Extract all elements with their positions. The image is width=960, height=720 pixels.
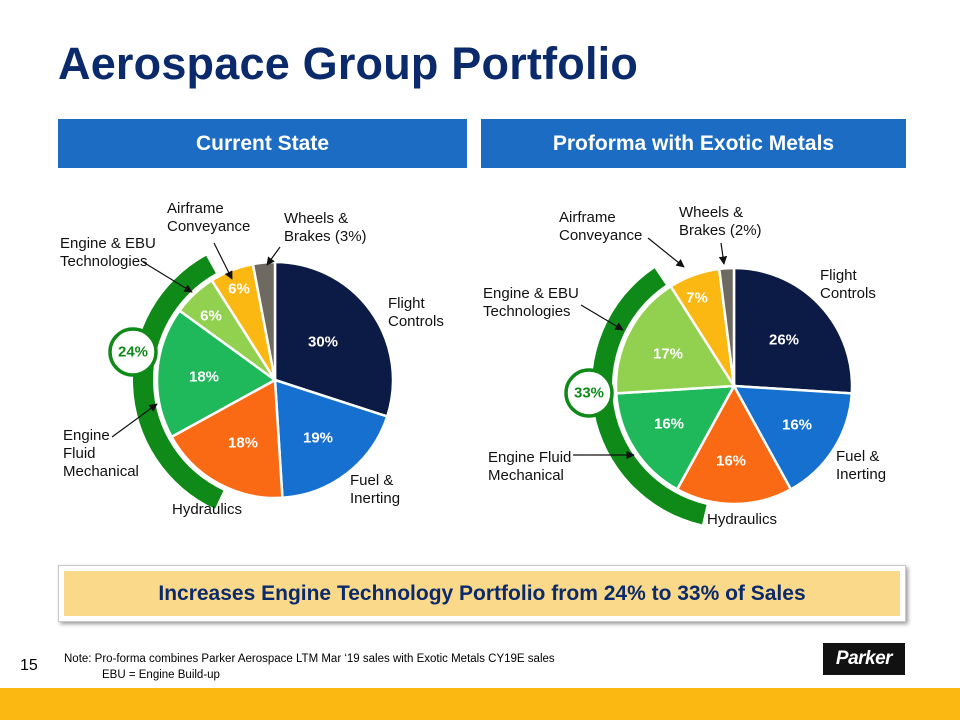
slice-category-label: Wheels & Brakes (3%) [284, 210, 367, 245]
pie-chart-2: 26% 16% 16% 16% 17% 7% Flight Controls Fuel & Ine… [483, 204, 886, 528]
slice-category-label: Wheels & Brakes (2%) [679, 204, 762, 239]
leader-arrow [111, 403, 158, 438]
footnote: Note: Pro-forma combines Parker Aerospac… [64, 651, 555, 683]
slice-category-label: Engine Fluid Mechanical [488, 449, 571, 484]
pie-slice-hydraulics [169, 377, 284, 500]
engine-technology-arc [132, 255, 224, 509]
slice-category-label: Flight Controls [388, 295, 444, 330]
slice-value-label: 16% [716, 453, 746, 470]
slice-category-label: Fuel & Inerting [350, 472, 400, 507]
slice-category-label: Engine & EBU Technologies [60, 235, 156, 270]
slice-value-label: 17% [653, 346, 683, 363]
slice-value-label: 18% [189, 369, 219, 386]
proforma-header: Proforma with Exotic Metals [481, 119, 906, 168]
leader-arrow [647, 237, 685, 268]
leader-arrow [580, 304, 624, 331]
slice-category-label: Engine Fluid Mechanical [63, 427, 139, 480]
slice-category-label: Airframe Conveyance [559, 209, 642, 244]
pie-chart-1: 30% 19% 18% 18% 6% 6% Flight Controls Fuel & Iner… [60, 200, 444, 518]
slice-value-label: 26% [769, 332, 799, 349]
footnote-line-1: Note: Pro-forma combines Parker Aerospac… [64, 653, 555, 665]
engine-total-badge [564, 368, 614, 418]
footer-bar [0, 688, 960, 720]
leader-arrow [213, 242, 233, 280]
pie-slice-fuel-and-inerting [731, 384, 854, 492]
slice-category-label: Engine & EBU Technologies [483, 285, 579, 320]
slice-category-label: Hydraulics [707, 511, 777, 528]
slice-category-label: Fuel & Inerting [836, 448, 886, 483]
slice-value-label: 18% [228, 435, 258, 452]
slice-value-label: 16% [654, 416, 684, 433]
pie-slice-wheels-and-brakes [251, 260, 277, 381]
slice-value-label: 19% [303, 430, 333, 447]
engine-total-badge [108, 327, 158, 377]
slice-value-label: 6% [228, 281, 250, 298]
page-title: Aerospace Group Portfolio [58, 38, 639, 89]
footnote-line-2: EBU = Engine Build-up [102, 669, 220, 681]
slice-value-label: 30% [308, 334, 338, 351]
pie-slice-engine-and-ebu-technologies [614, 284, 737, 395]
summary-banner: Increases Engine Technology Portfolio fr… [58, 565, 906, 622]
slice-value-label: 16% [782, 417, 812, 434]
engine-total-label: 24% [118, 344, 148, 361]
slice-category-label: Hydraulics [172, 501, 242, 518]
engine-technology-arc [592, 268, 707, 525]
slice-value-label: 6% [200, 308, 222, 325]
page-number: 15 [20, 657, 38, 674]
current-state-header: Current State [58, 119, 467, 168]
pie-slice-engine-fluid-mechanical [614, 384, 737, 492]
slice-category-label: Airframe Conveyance [167, 200, 250, 235]
pie-slice-wheels-and-brakes [717, 266, 736, 387]
leader-arrow [718, 242, 728, 265]
engine-total-label: 33% [574, 385, 604, 402]
leader-arrow [266, 246, 281, 266]
summary-banner-text: Increases Engine Technology Portfolio fr… [64, 571, 900, 616]
leader-arrow [142, 261, 193, 293]
pie-slice-engine-fluid-mechanical [155, 308, 278, 439]
pie-slice-flight-controls [732, 266, 854, 395]
slice-value-label: 7% [686, 290, 708, 307]
pie-slice-fuel-and-inerting [273, 378, 389, 500]
pie-slice-hydraulics [675, 383, 793, 506]
pie-slice-flight-controls [273, 260, 395, 419]
slice-category-label: Flight Controls [820, 267, 876, 302]
parker-logo: Parker [823, 643, 905, 675]
